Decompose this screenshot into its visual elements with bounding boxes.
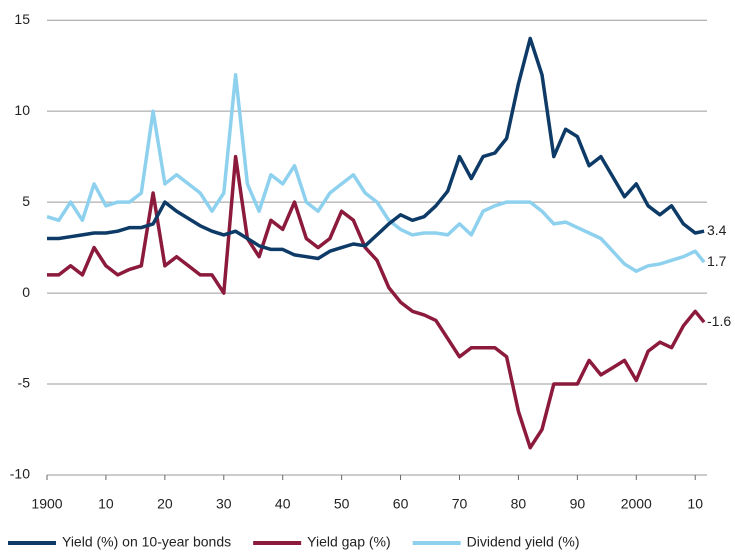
x-tick-label: 90 — [570, 496, 586, 512]
end-label: -1.6 — [707, 313, 731, 329]
y-tick-label: 10 — [14, 102, 30, 118]
y-tick-label: -10 — [10, 466, 30, 482]
y-tick-label: 15 — [14, 11, 30, 27]
series-line — [47, 36, 705, 261]
y-tick-label: 5 — [22, 193, 30, 209]
x-tick-label: 40 — [275, 496, 291, 512]
x-tick-label: 20 — [157, 496, 173, 512]
y-tick-label: -5 — [18, 375, 31, 391]
x-tick-label: 30 — [216, 496, 232, 512]
legend-label: Yield (%) on 10-year bonds — [62, 534, 231, 550]
x-tick-label: 80 — [511, 496, 527, 512]
x-tick-label: 10 — [98, 496, 114, 512]
end-label: 1.7 — [707, 253, 727, 269]
x-tick-label: 2000 — [621, 496, 652, 512]
legend-label: Yield gap (%) — [307, 534, 391, 550]
x-tick-label: 70 — [452, 496, 468, 512]
x-tick-label: 1900 — [31, 496, 62, 512]
x-tick-label: 50 — [334, 496, 350, 512]
end-label: 3.4 — [707, 222, 727, 238]
y-tick-label: 0 — [22, 284, 30, 300]
x-tick-label: 10 — [687, 496, 703, 512]
x-tick-label: 60 — [393, 496, 409, 512]
series-line — [46, 73, 706, 273]
legend-label: Dividend yield (%) — [467, 534, 580, 550]
